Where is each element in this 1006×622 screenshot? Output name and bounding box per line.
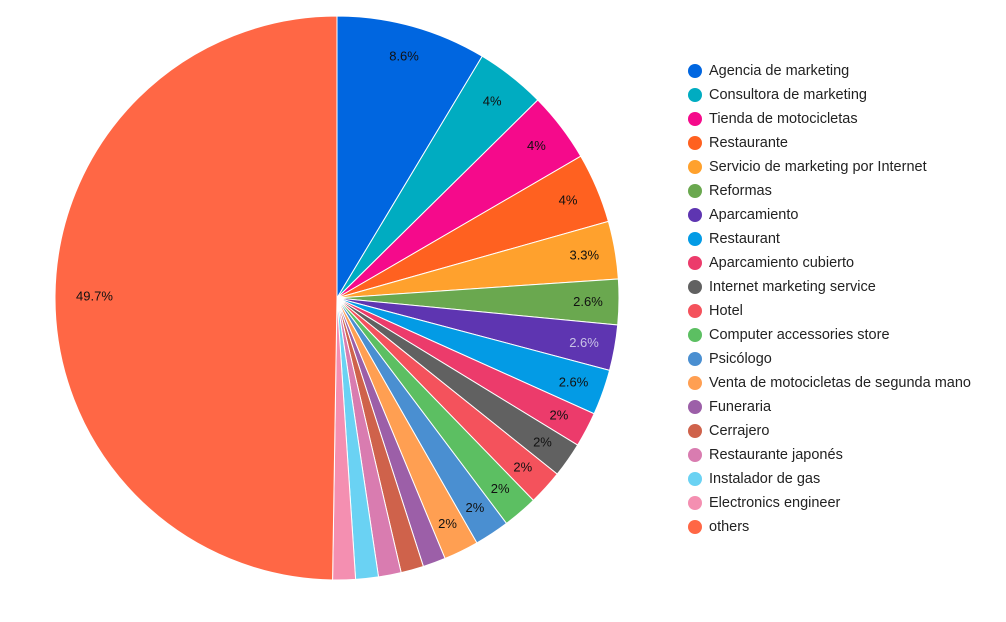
legend: Agencia de marketing Consultora de market… (688, 59, 998, 539)
legend-item-servicio-de-marketing-por-internet[interactable]: Servicio de marketing por Internet (688, 155, 998, 179)
legend-label: Consultora de marketing (709, 87, 867, 103)
slice-value-label: 3.3% (569, 248, 599, 263)
legend-item-electronics-engineer[interactable]: Electronics engineer (688, 491, 998, 515)
legend-label: Instalador de gas (709, 471, 821, 487)
legend-label: Psicólogo (709, 351, 772, 367)
legend-label: Internet marketing service (709, 279, 876, 295)
legend-swatch (688, 328, 702, 342)
legend-swatch (688, 352, 702, 366)
slice-value-label: 2% (438, 516, 457, 531)
legend-item-hotel[interactable]: Hotel (688, 299, 998, 323)
slice-value-label: 4% (483, 93, 502, 108)
legend-label: Restaurante (709, 135, 788, 151)
legend-swatch (688, 376, 702, 390)
legend-label: Restaurant (709, 231, 780, 247)
legend-swatch (688, 448, 702, 462)
legend-label: Tienda de motocicletas (709, 111, 858, 127)
legend-swatch (688, 496, 702, 510)
legend-item-aparcamiento[interactable]: Aparcamiento (688, 203, 998, 227)
legend-label: Aparcamiento cubierto (709, 255, 855, 271)
legend-swatch (688, 112, 702, 126)
legend-swatch (688, 232, 702, 246)
legend-item-restaurant[interactable]: Restaurant (688, 227, 998, 251)
legend-item-psicologo[interactable]: Psicólogo (688, 347, 998, 371)
legend-swatch (688, 64, 702, 78)
legend-label: Cerrajero (709, 423, 770, 439)
legend-item-internet-marketing-service[interactable]: Internet marketing service (688, 275, 998, 299)
legend-item-cerrajero[interactable]: Cerrajero (688, 419, 998, 443)
legend-item-funeraria[interactable]: Funeraria (688, 395, 998, 419)
slice-value-label: 2% (466, 500, 485, 515)
slice-value-label: 4% (527, 138, 546, 153)
legend-swatch (688, 160, 702, 174)
legend-item-computer-accessories-store[interactable]: Computer accessories store (688, 323, 998, 347)
slice-value-label: 2.6% (569, 335, 599, 350)
legend-swatch (688, 88, 702, 102)
legend-swatch (688, 136, 702, 150)
legend-swatch (688, 424, 702, 438)
legend-label: Restaurante japonés (709, 447, 843, 463)
slice-value-label: 49.7% (76, 289, 113, 304)
slice-value-label: 2% (533, 435, 552, 450)
slice-value-label: 2.6% (559, 374, 589, 389)
legend-label: Electronics engineer (709, 495, 841, 511)
legend-item-agencia-de-marketing[interactable]: Agencia de marketing (688, 59, 998, 83)
legend-label: Servicio de marketing por Internet (709, 159, 927, 175)
legend-label: Venta de motocicletas de segunda mano (709, 375, 971, 391)
legend-label: Aparcamiento (709, 207, 799, 223)
pie-slice-agencia-de-marketing[interactable] (336, 15, 483, 300)
legend-label: Computer accessories store (709, 327, 890, 343)
legend-item-others[interactable]: others (688, 515, 998, 539)
slice-value-label: 2% (513, 459, 532, 474)
slice-value-label: 2% (550, 408, 569, 423)
legend-swatch (688, 184, 702, 198)
legend-item-consultora-de-marketing[interactable]: Consultora de marketing (688, 83, 998, 107)
legend-swatch (688, 208, 702, 222)
legend-swatch (688, 256, 702, 270)
slice-value-label: 8.6% (389, 49, 419, 64)
legend-item-restaurante-japones[interactable]: Restaurante japonés (688, 443, 998, 467)
legend-swatch (688, 280, 702, 294)
slice-value-label: 4% (559, 193, 578, 208)
legend-item-restaurante[interactable]: Restaurante (688, 131, 998, 155)
legend-item-venta-de-motocicletas-de-segunda-mano[interactable]: Venta de motocicletas de segunda mano (688, 371, 998, 395)
pie-slice-others[interactable] (54, 15, 338, 581)
legend-swatch (688, 304, 702, 318)
legend-item-reformas[interactable]: Reformas (688, 179, 998, 203)
legend-item-tienda-de-motocicletas[interactable]: Tienda de motocicletas (688, 107, 998, 131)
legend-swatch (688, 400, 702, 414)
legend-label: Funeraria (709, 399, 772, 415)
legend-label: Reformas (709, 183, 772, 199)
legend-label: others (709, 519, 750, 535)
slice-value-label: 2.6% (573, 294, 603, 309)
legend-swatch (688, 520, 702, 534)
legend-item-aparcamiento-cubierto[interactable]: Aparcamiento cubierto (688, 251, 998, 275)
legend-label: Agencia de marketing (709, 63, 850, 79)
legend-item-instalador-de-gas[interactable]: Instalador de gas (688, 467, 998, 491)
legend-label: Hotel (709, 303, 743, 319)
legend-swatch (688, 472, 702, 486)
slice-value-label: 2% (491, 481, 510, 496)
